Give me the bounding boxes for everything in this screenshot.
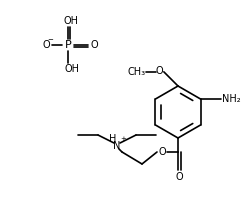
Text: CH₃: CH₃ bbox=[128, 67, 146, 77]
Text: O: O bbox=[155, 66, 163, 76]
Text: O: O bbox=[158, 147, 166, 157]
Text: OH: OH bbox=[64, 64, 79, 74]
Text: OH: OH bbox=[63, 16, 78, 26]
Text: +: + bbox=[120, 136, 126, 142]
Text: H: H bbox=[109, 134, 117, 144]
Text: NH₂: NH₂ bbox=[222, 94, 241, 104]
Text: N: N bbox=[113, 141, 121, 151]
Text: O: O bbox=[42, 40, 50, 50]
Text: −: − bbox=[47, 37, 53, 43]
Text: O: O bbox=[175, 172, 183, 182]
Text: P: P bbox=[65, 40, 71, 50]
Text: O: O bbox=[90, 40, 98, 50]
